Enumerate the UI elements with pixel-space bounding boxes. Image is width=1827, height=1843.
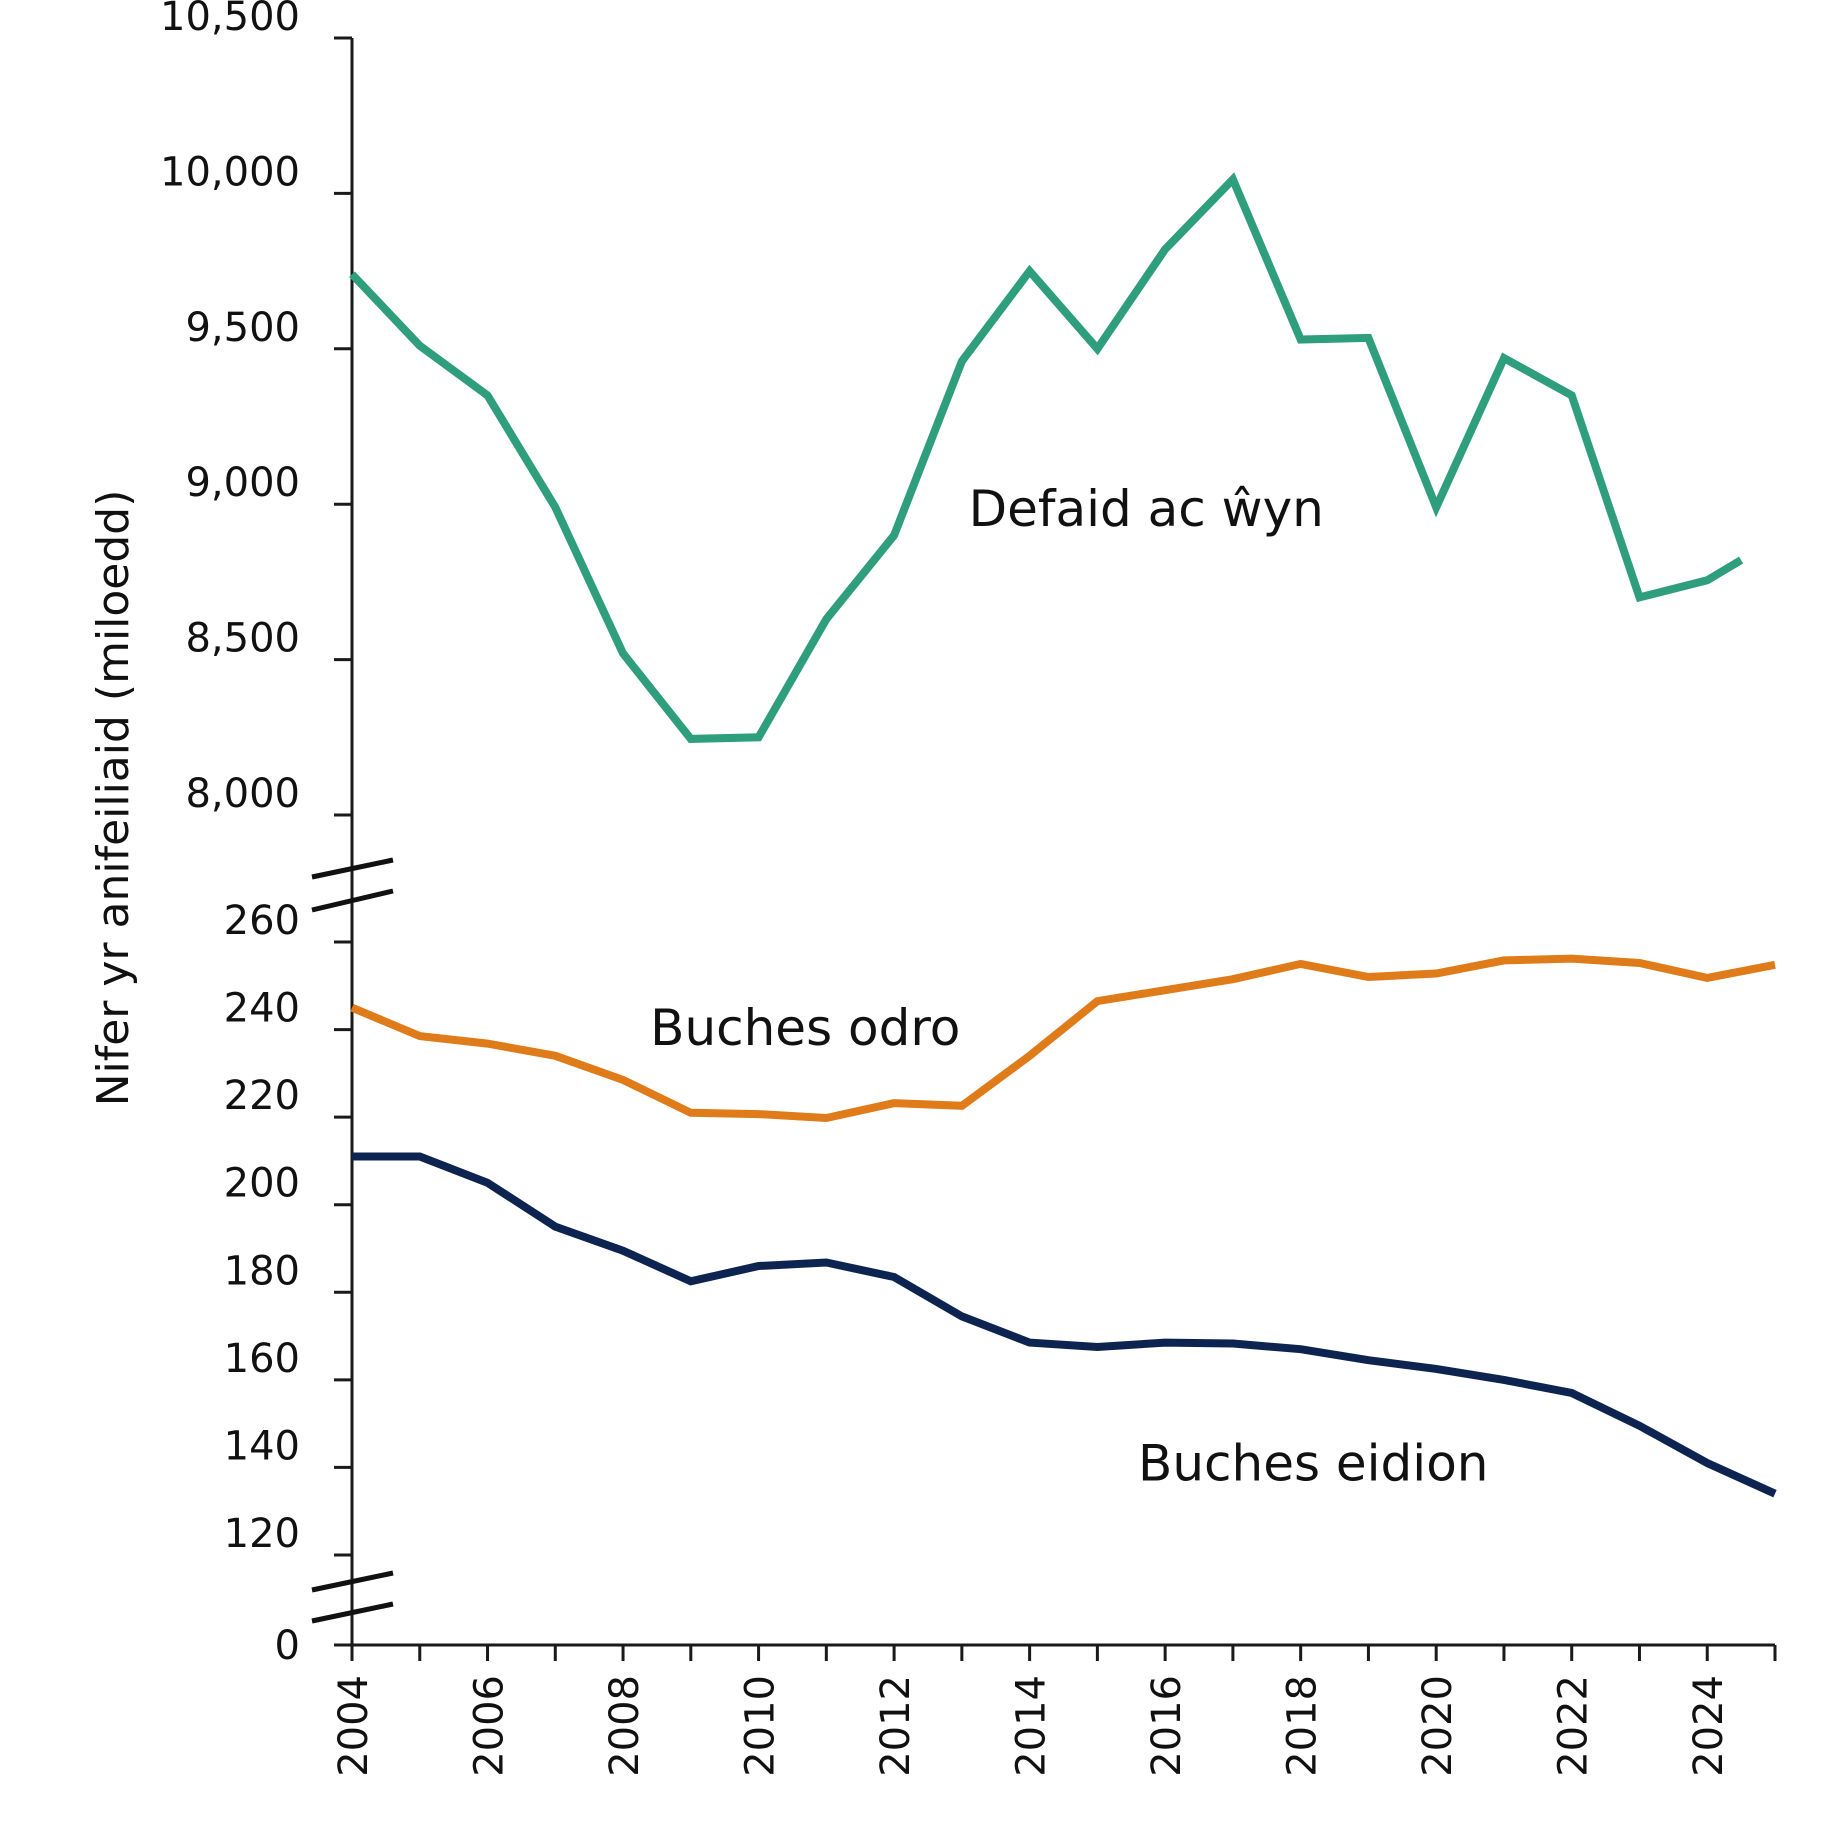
y-tick-label: 240 bbox=[224, 986, 300, 1032]
x-tick-label: 2018 bbox=[1280, 1675, 1326, 1777]
y-axis-ticks: 8,000 8,500 9,000 9,500 10,000 10,500 120 140 16… bbox=[160, 0, 352, 1669]
x-tick-label: 2020 bbox=[1415, 1675, 1461, 1777]
y-tick-label: 10,000 bbox=[160, 149, 300, 195]
y-tick-label: 200 bbox=[224, 1161, 300, 1207]
axis-break-mark bbox=[311, 1601, 394, 1624]
y-tick-label: 180 bbox=[224, 1248, 300, 1294]
y-tick-label: 140 bbox=[224, 1423, 300, 1469]
axis-break-mark bbox=[311, 1570, 394, 1593]
x-tick-label: 2012 bbox=[873, 1675, 919, 1777]
y-tick-label: 220 bbox=[224, 1073, 300, 1119]
series-label-3: Buches eidion bbox=[1138, 1435, 1488, 1493]
x-tick-label: 2014 bbox=[1009, 1675, 1055, 1777]
x-axis-ticks: 2004 2006 2008 2010 2012 2014 2016 2018 2020 2022… bbox=[331, 1645, 1777, 1777]
axis-break-mark bbox=[311, 888, 394, 913]
series-line-3 bbox=[352, 1152, 1777, 1498]
y-tick-label: 8,500 bbox=[185, 616, 300, 662]
y-tick-label: 9,500 bbox=[185, 305, 300, 351]
y-axis-title: Nifer yr anifeiliaid (miloedd) bbox=[88, 490, 139, 1107]
x-tick-label: 2008 bbox=[602, 1675, 648, 1777]
y-tick-label: 10,500 bbox=[160, 0, 300, 40]
y-tick-label: 8,000 bbox=[185, 771, 300, 817]
series-lines bbox=[349, 172, 1777, 1498]
series-label-2: Buches odro bbox=[650, 999, 960, 1057]
x-tick-label: 2006 bbox=[467, 1675, 513, 1777]
axes bbox=[311, 38, 1775, 1647]
series-line-1 bbox=[349, 172, 1744, 743]
axis-break-mark bbox=[311, 857, 394, 880]
x-tick-label: 2022 bbox=[1551, 1675, 1597, 1777]
series-label-1: Defaid ac ŵyn bbox=[969, 480, 1324, 538]
x-tick-label: 2010 bbox=[738, 1675, 784, 1777]
series-line-2 bbox=[350, 954, 1776, 1123]
y-tick-label: 120 bbox=[224, 1511, 300, 1557]
x-tick-label: 2024 bbox=[1686, 1675, 1732, 1777]
x-tick-label: 2016 bbox=[1144, 1675, 1190, 1777]
y-tick-label: 0 bbox=[275, 1623, 300, 1669]
y-tick-label: 9,000 bbox=[185, 460, 300, 506]
y-tick-label: 160 bbox=[224, 1336, 300, 1382]
series-labels: Defaid ac ŵyn Buches odro Buches eidion bbox=[650, 480, 1488, 1493]
y-tick-label: 260 bbox=[224, 898, 300, 944]
x-tick-label: 2004 bbox=[331, 1675, 377, 1777]
